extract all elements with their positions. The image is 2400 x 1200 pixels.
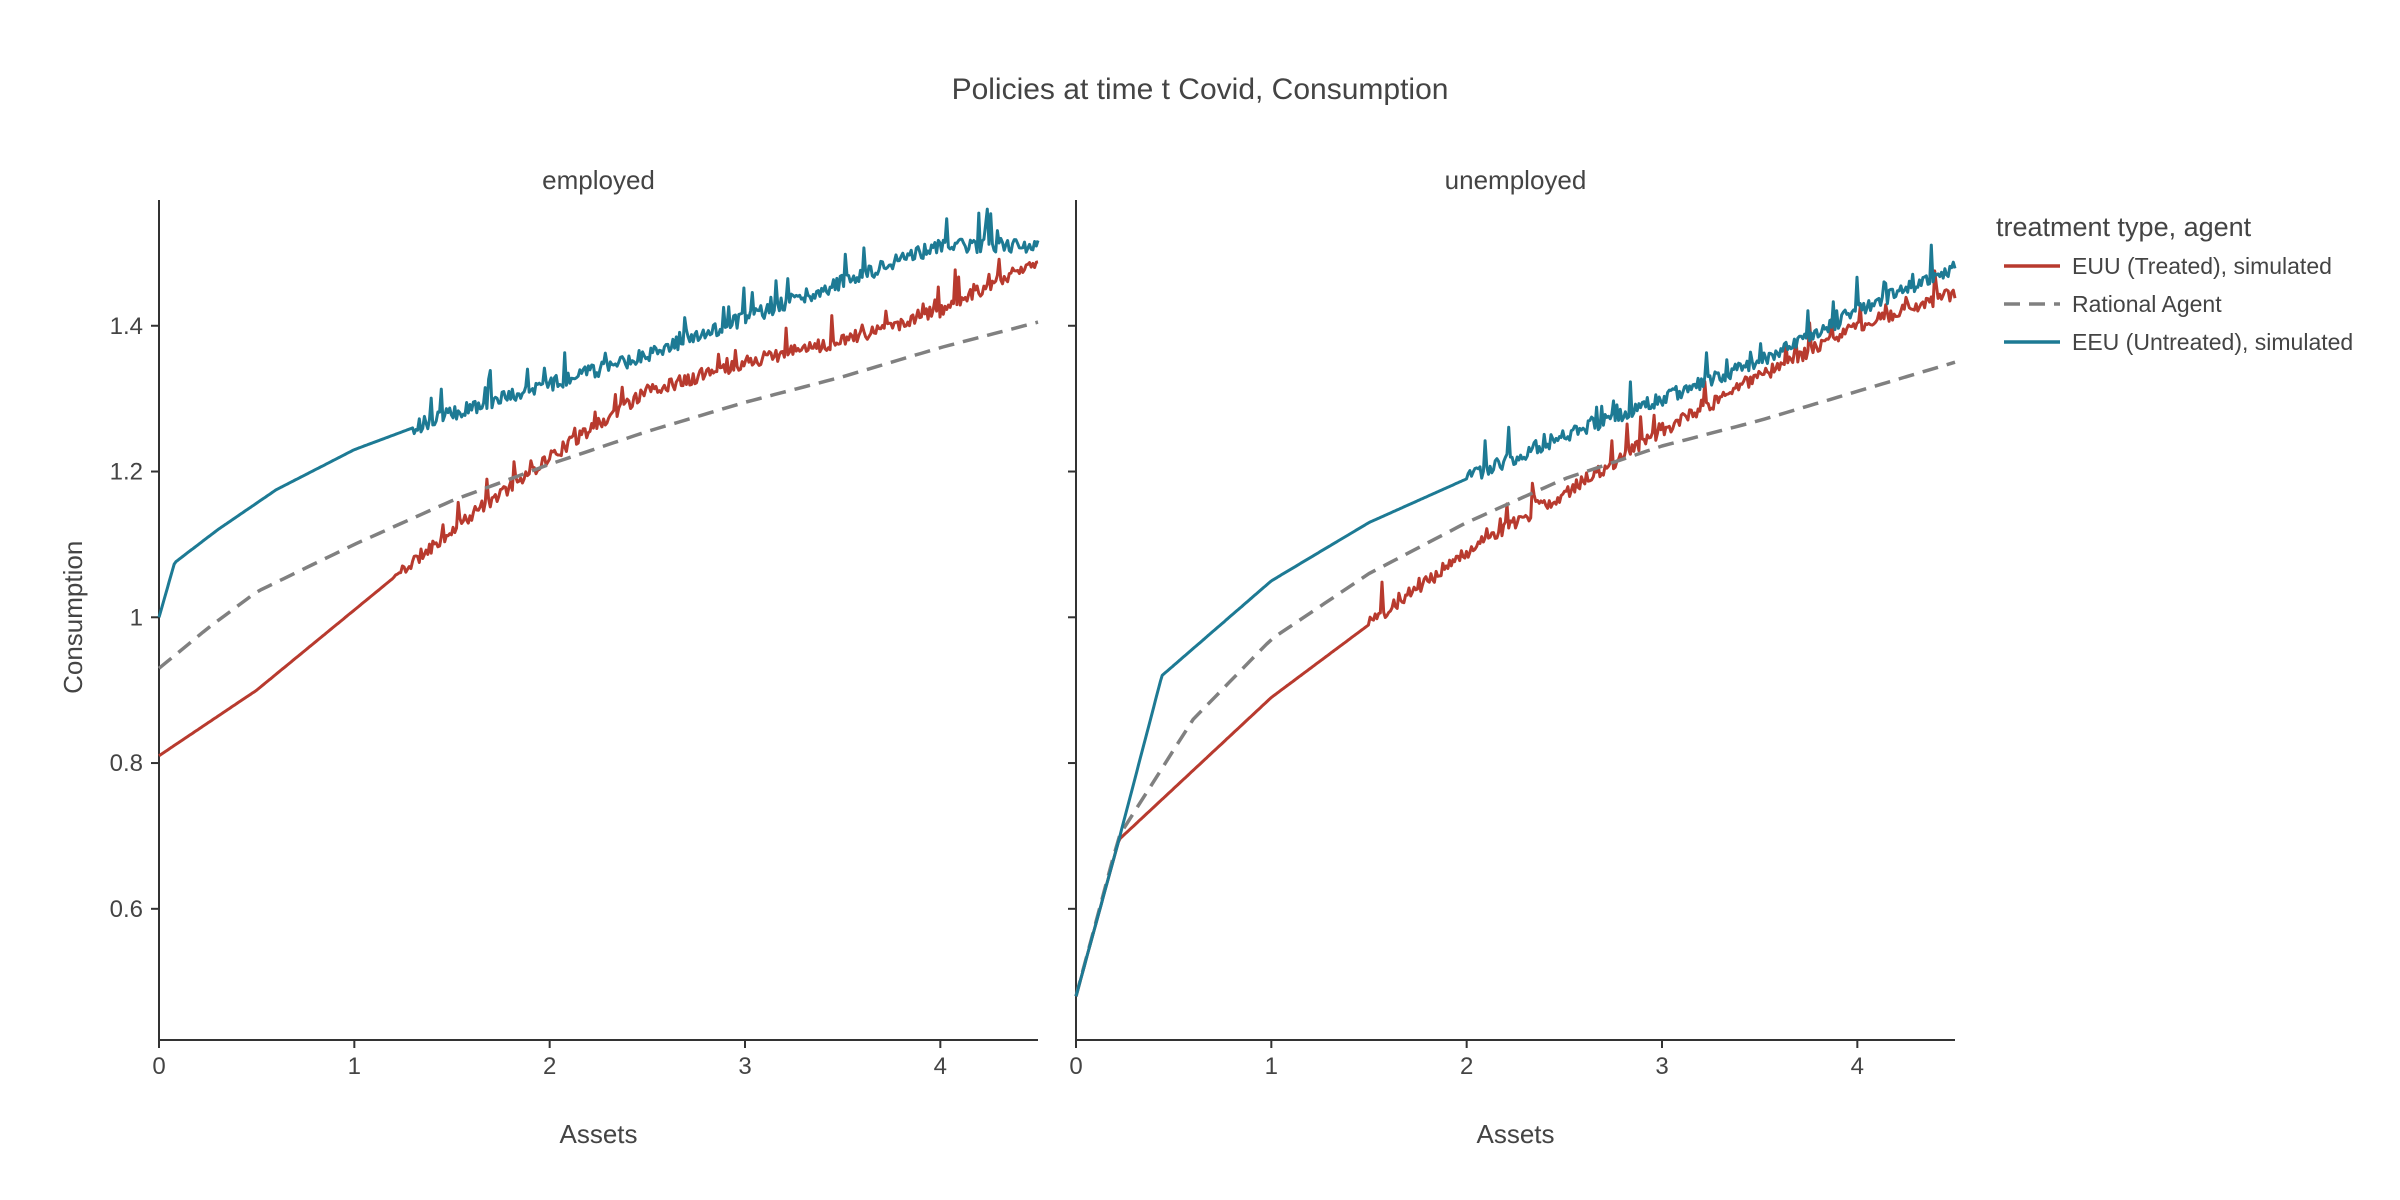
- legend-label: EEU (Untreated), simulated: [2072, 329, 2353, 355]
- chart-title: Policies at time t Covid, Consumption: [952, 73, 1449, 106]
- panel-unemployed: unemployed 0 1 2 3 4 Assets: [1068, 165, 1957, 1149]
- panel-employed: employed 0 1 2 3 4 0.6 0.8 1 1.2 1.4 Assets Consumpt…: [58, 165, 1040, 1149]
- x-tick-label: 3: [738, 1053, 751, 1080]
- y-axis-label: Consumption: [58, 541, 88, 694]
- x-tick-label: 0: [1069, 1053, 1082, 1080]
- series-line-2: [157, 320, 1039, 670]
- x-tick-label: 4: [1851, 1053, 1864, 1080]
- x-tick-label: 2: [1460, 1053, 1473, 1080]
- y-tick-label: 0.8: [110, 750, 143, 777]
- legend-label: EUU (Treated), simulated: [2072, 253, 2332, 279]
- legend-label: Rational Agent: [2072, 291, 2222, 317]
- panel-title-employed: employed: [542, 165, 655, 195]
- x-tick-label: 4: [934, 1053, 947, 1080]
- x-axis-label: Assets: [1476, 1119, 1554, 1149]
- y-tick-label: 0.6: [110, 896, 143, 923]
- y-tick-label: 1: [130, 604, 143, 631]
- series-line-1: [158, 257, 1039, 758]
- legend-entry: EEU (Untreated), simulated: [2004, 329, 2353, 355]
- legend-entry: Rational Agent: [2004, 291, 2222, 317]
- x-tick-label: 1: [1265, 1053, 1278, 1080]
- x-axis-label: Assets: [559, 1119, 637, 1149]
- x-tick-label: 0: [152, 1053, 165, 1080]
- series-line-1: [1074, 269, 1957, 997]
- series-line-2: [1074, 360, 1956, 997]
- legend: treatment type, agent EUU (Treated), sim…: [1996, 212, 2353, 355]
- series-line-3: [1074, 243, 1957, 997]
- x-tick-label: 3: [1655, 1053, 1668, 1080]
- legend-entry: EUU (Treated), simulated: [2004, 253, 2332, 279]
- series-line-3: [157, 207, 1040, 618]
- y-tick-label: 1.4: [110, 313, 143, 340]
- x-tick-label: 2: [543, 1053, 556, 1080]
- panel-title-unemployed: unemployed: [1445, 165, 1587, 195]
- x-tick-label: 1: [348, 1053, 361, 1080]
- y-tick-label: 1.2: [110, 459, 143, 486]
- legend-title: treatment type, agent: [1996, 212, 2252, 242]
